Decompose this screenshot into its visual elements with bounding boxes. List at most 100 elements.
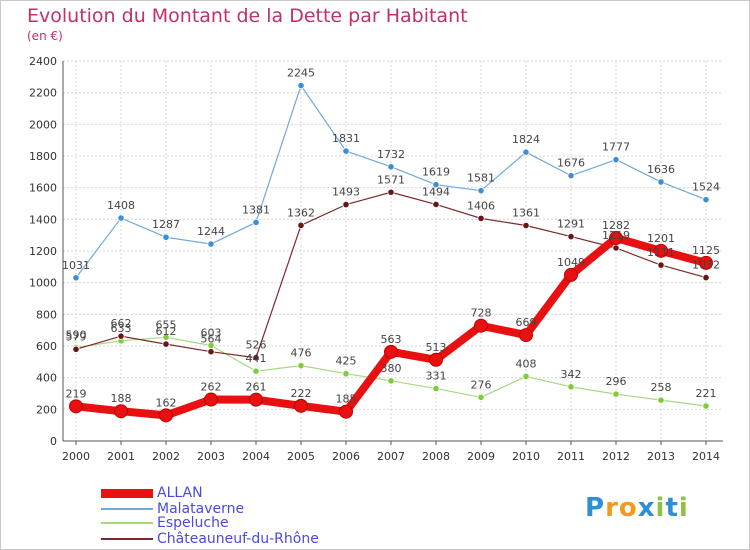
logo-letter: x [637, 493, 656, 523]
y-tick-label: 2000 [29, 118, 57, 131]
y-tick-label: 200 [36, 403, 57, 416]
chart-title: Evolution du Montant de la Dette par Hab… [27, 5, 468, 27]
series-1-data-label: 590 [66, 329, 87, 342]
series-0-point [72, 274, 80, 282]
series-2-data-label: 564 [201, 333, 222, 346]
series-3-data-label: 513 [426, 341, 447, 354]
series-3-point [609, 231, 623, 246]
series-1-point [702, 402, 710, 410]
proxiti-logo: Proxiti [585, 493, 689, 523]
series-2-data-label: 1571 [377, 173, 405, 186]
series-1-data-label: 296 [606, 375, 627, 388]
series-2-point [567, 232, 575, 241]
x-tick-label: 2011 [557, 450, 585, 463]
series-3-point [159, 408, 173, 423]
series-1-data-label: 276 [471, 378, 492, 391]
series-1-point [612, 390, 620, 398]
series-2-data-label: 1032 [692, 259, 720, 272]
series-3-data-label: 262 [201, 381, 222, 394]
logo-letter: P [585, 493, 606, 523]
series-3-point [474, 318, 488, 333]
legend-label-allan: ALLAN [157, 485, 203, 501]
legend-label-chateauneuf: Châteauneuf-du-Rhône [157, 531, 319, 547]
x-tick-label: 2005 [287, 450, 315, 463]
x-tick-label: 2007 [377, 450, 405, 463]
series-2-point [387, 188, 395, 196]
logo-letter: i [655, 493, 666, 523]
series-0-point [342, 147, 350, 155]
series-2-point [252, 354, 260, 362]
legend-swatch-espeluche [101, 522, 153, 524]
series-1-point [342, 370, 350, 378]
series-3-point [294, 398, 308, 413]
series-1-data-label: 380 [381, 362, 402, 375]
x-tick-label: 2003 [197, 450, 225, 463]
series-1-data-label: 408 [516, 357, 537, 370]
series-2-data-label: 1406 [467, 199, 495, 212]
series-0-point [477, 187, 485, 195]
x-tick-label: 2013 [647, 450, 675, 463]
series-3-point [564, 267, 578, 282]
series-1-data-label: 655 [156, 318, 177, 331]
legend-label-espeluche: Espeluche [157, 515, 229, 531]
series-2-data-label: 1291 [557, 218, 585, 231]
series-1-data-label: 425 [336, 355, 357, 368]
series-0-point [117, 214, 125, 222]
series-2-point [612, 244, 620, 252]
series-3-data-label: 261 [246, 381, 267, 394]
legend-item-chateauneuf: Châteauneuf-du-Rhône [101, 531, 319, 547]
series-1-point [477, 393, 485, 401]
series-3-data-label: 1282 [602, 219, 630, 232]
series-2-data-label: 612 [156, 325, 177, 338]
y-tick-label: 2400 [29, 55, 57, 68]
series-3-data-label: 162 [156, 396, 177, 409]
series-2-point [702, 273, 710, 282]
series-0-point [522, 148, 530, 156]
series-2-point [117, 332, 125, 340]
series-3-data-label: 185 [336, 393, 357, 406]
y-tick-label: 1400 [29, 213, 57, 226]
series-2-point [477, 214, 485, 222]
series-1-data-label: 633 [111, 322, 132, 335]
series-0-point [612, 156, 620, 164]
x-tick-label: 2010 [512, 450, 540, 463]
series-3-point [249, 392, 263, 407]
logo-letter: r [605, 493, 619, 523]
axis-layer: 0 200 400 600 800 1000 1200 1400 1600 1800 2000 220… [29, 55, 723, 463]
series-3-data-label: 1201 [647, 232, 675, 245]
x-tick-label: 2008 [422, 450, 450, 463]
series-2-data-label: 526 [246, 339, 267, 352]
series-0-data-label: 1381 [242, 203, 270, 216]
x-tick-label: 2002 [152, 450, 180, 463]
series-2-point [297, 221, 305, 229]
series-1-data-label: 342 [561, 368, 582, 381]
series-1-point [432, 384, 440, 393]
series-1-data-label: 476 [291, 347, 312, 360]
legend-item-malataverne: Malataverne [101, 501, 244, 517]
series-0-point [387, 163, 395, 171]
series-0-point [432, 181, 440, 189]
series-2-data-label: 579 [66, 330, 87, 343]
series-1-point [252, 367, 260, 375]
series-2-point [162, 340, 170, 348]
series-3-point [384, 344, 398, 359]
y-tick-label: 600 [36, 340, 57, 353]
x-tick-label: 2012 [602, 450, 630, 463]
series-3-point [519, 328, 533, 343]
series-0-point [252, 218, 260, 226]
x-tick-label: 2001 [107, 450, 135, 463]
series-1-point [297, 362, 305, 370]
x-tick-label: 2014 [692, 450, 720, 463]
series-3-point [429, 352, 443, 367]
series-3-data-label: 1049 [557, 256, 585, 269]
logo-letter: t [665, 493, 679, 523]
series-0-point [297, 81, 305, 90]
series-0-data-label: 1581 [467, 172, 495, 185]
series-2-data-label: 1361 [512, 207, 540, 220]
series-1-point [567, 383, 575, 391]
series-3-point [69, 399, 83, 414]
series-3-point [114, 404, 128, 419]
x-tick-label: 2004 [242, 450, 270, 463]
series-0-point [702, 196, 710, 204]
